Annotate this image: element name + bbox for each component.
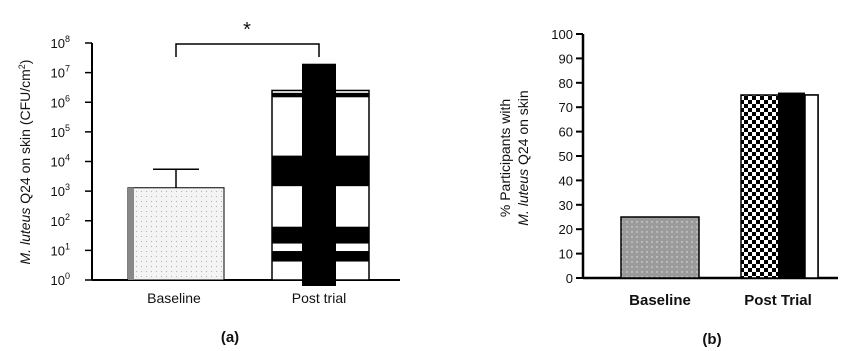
bar-b-post-trial-inner-dark — [778, 92, 805, 278]
panel-a-tick-label: 105 — [51, 123, 70, 140]
panel-a-tick-label: 104 — [51, 153, 70, 170]
bar-baseline-edge — [128, 187, 134, 280]
panel-a-tick-label: 103 — [51, 182, 70, 199]
panel-b-tick-label: 100 — [551, 27, 573, 42]
panel-a-label-post-trial: Post trial — [292, 290, 346, 306]
panel-a-tick-label: 101 — [51, 241, 70, 258]
panel-b-label-baseline: Baseline — [629, 292, 691, 309]
panel-b-tick-label: 40 — [559, 173, 573, 188]
panel-a-tick-label: 100 — [51, 271, 70, 288]
panel-a-label-baseline: Baseline — [147, 290, 201, 306]
panel-b-label-post-trial: Post Trial — [744, 292, 812, 309]
panel-a-caption: (a) — [221, 329, 239, 346]
bar-b-post-trial-inner-light — [804, 94, 819, 279]
panel-b-y-ticks: 0 10 20 30 40 50 60 70 80 90 100 — [551, 27, 583, 286]
panel-b-caption: (b) — [702, 331, 721, 348]
panel-b-tick-label: 10 — [559, 247, 573, 262]
significance-bracket — [175, 43, 320, 57]
panel-b-tick-label: 70 — [559, 100, 573, 115]
panel-a: M. luteus Q24 on skin (CFU/cm2) 10010110… — [17, 19, 400, 346]
panel-b-ylabel-line1: % Participants with — [497, 99, 513, 217]
panel-b-ylabel-line2: M. luteus Q24 on skin — [515, 90, 531, 225]
panel-b-tick-label: 30 — [559, 198, 573, 213]
errorbar-post-trial — [302, 63, 336, 286]
panel-b-tick-label: 90 — [559, 51, 573, 66]
panel-a-ylabel: M. luteus Q24 on skin (CFU/cm2) — [17, 60, 33, 265]
panel-b: % Participants with M. luteus Q24 on ski… — [497, 27, 838, 348]
panel-b-tick-label: 50 — [559, 149, 573, 164]
panel-a-tick-label: 106 — [51, 93, 70, 110]
bar-baseline — [127, 187, 225, 281]
panel-b-tick-label: 60 — [559, 125, 573, 140]
panel-a-y-ticks: 100 101 102 103 104 105 106 107 108 — [51, 34, 92, 288]
panel-b-tick-label: 0 — [566, 271, 573, 286]
panel-b-bars — [620, 92, 819, 279]
panel-b-tick-label: 20 — [559, 222, 573, 237]
panel-a-tick-label: 107 — [51, 64, 70, 81]
panel-a-tick-label: 108 — [51, 34, 70, 51]
panel-a-bars — [127, 63, 370, 286]
significance-star: * — [243, 19, 251, 41]
panel-a-tick-label: 102 — [51, 212, 70, 229]
bar-b-baseline — [620, 216, 700, 279]
panel-b-tick-label: 80 — [559, 76, 573, 91]
